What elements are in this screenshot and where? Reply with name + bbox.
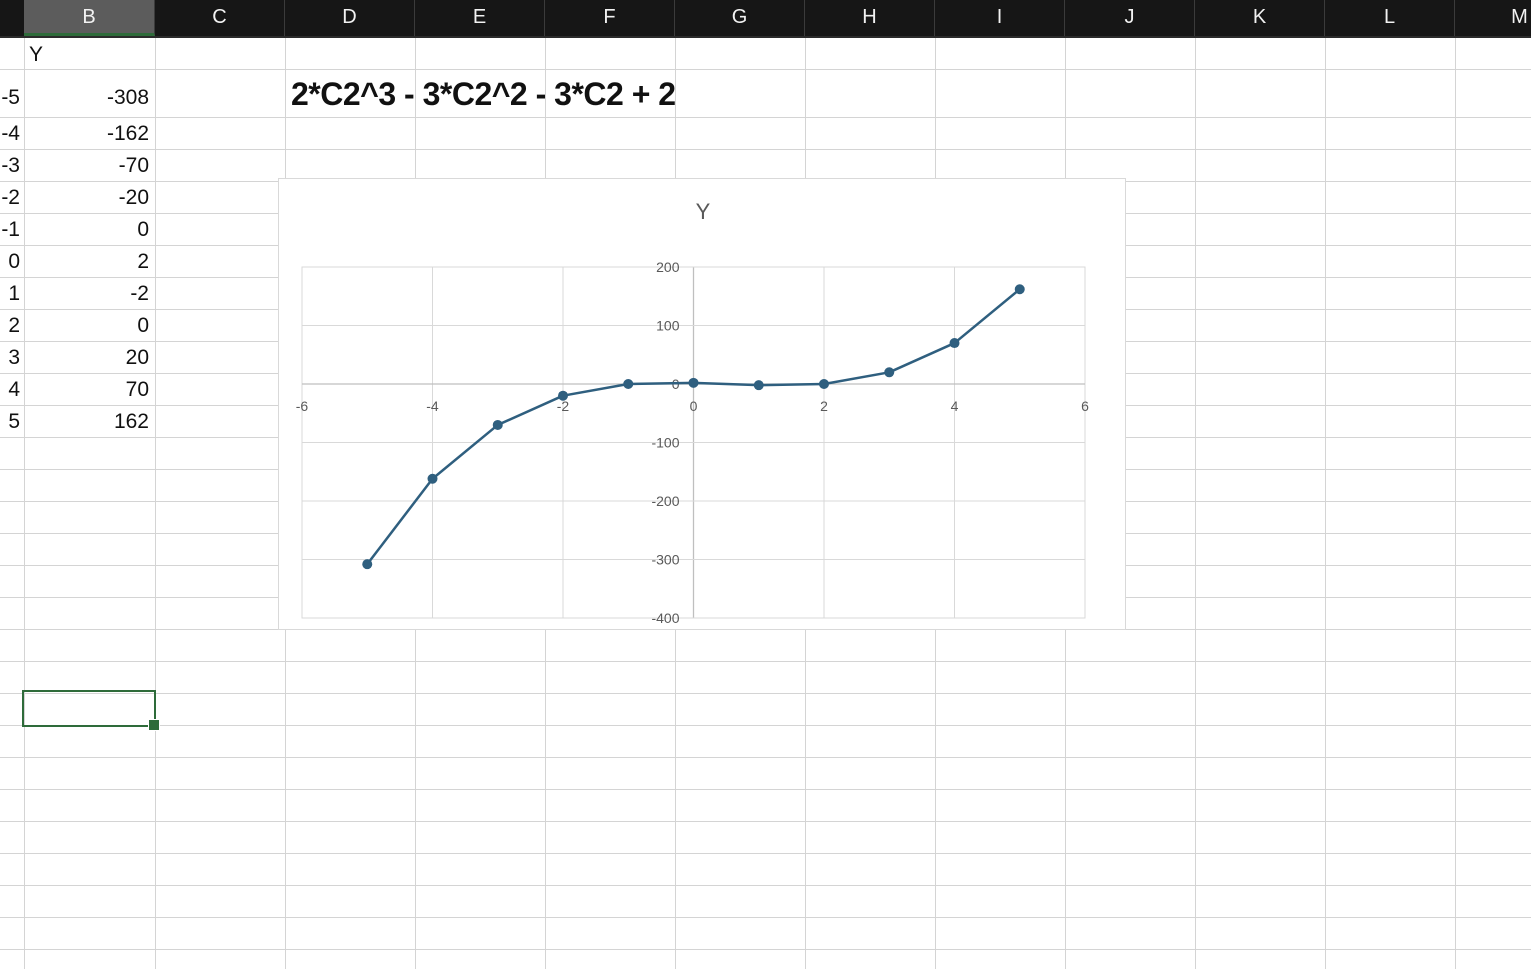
cell-a-x[interactable]: -4	[1, 122, 20, 145]
column-header-f[interactable]: F	[545, 0, 675, 36]
cell-b-y[interactable]: -162	[106, 122, 149, 145]
cell-a-x[interactable]: 2	[8, 314, 20, 337]
cell-b-y[interactable]: 162	[113, 410, 149, 433]
y-tick-label: -300	[651, 552, 679, 568]
y-tick-label: 100	[656, 318, 680, 334]
data-point-marker	[884, 367, 895, 378]
cell-b-y[interactable]: -70	[118, 154, 149, 177]
formula-text-cell[interactable]: 2*C2^3 - 3*C2^2 - 3*C2 + 2	[291, 76, 676, 112]
cell-b-y[interactable]: 70	[125, 378, 149, 401]
cell-b-y[interactable]: 2	[137, 250, 149, 273]
grid-row-line	[0, 949, 1531, 950]
column-header-j[interactable]: J	[1065, 0, 1195, 36]
grid-row-line	[0, 693, 1531, 694]
cell-a-x[interactable]: -2	[1, 186, 20, 209]
data-point-marker	[688, 377, 699, 388]
column-header-c[interactable]: C	[155, 0, 285, 36]
column-header-h[interactable]: H	[805, 0, 935, 36]
cell-b-y[interactable]: 0	[137, 218, 149, 241]
x-tick-label: -4	[426, 398, 439, 414]
column-header-l[interactable]: L	[1325, 0, 1455, 36]
column-header-d[interactable]: D	[285, 0, 415, 36]
cell-a-x[interactable]: 1	[8, 282, 20, 305]
cell-a-x[interactable]: 3	[8, 346, 20, 369]
y-tick-label: -100	[651, 435, 679, 451]
x-tick-label: -2	[557, 398, 570, 414]
cell-a-x[interactable]: -3	[1, 154, 20, 177]
data-point-marker	[427, 473, 438, 484]
grid-row-line	[0, 789, 1531, 790]
scatter-chart[interactable]: -6 -4 -2 0 2 4 6 200 100 0 -100 -200 -300 -400 Y	[278, 178, 1126, 630]
grid-row-line	[0, 917, 1531, 918]
fill-handle[interactable]	[148, 719, 160, 731]
column-header-g[interactable]: G	[675, 0, 805, 36]
data-point-marker	[819, 379, 829, 389]
cell-a-x[interactable]: 5	[8, 410, 20, 433]
column-header-m[interactable]: M	[1455, 0, 1531, 36]
cell-b-y[interactable]: 20	[125, 346, 149, 369]
grid-row-line	[0, 149, 1531, 150]
x-tick-label: 4	[951, 398, 959, 414]
x-tick-label: 0	[690, 398, 698, 414]
cell-a-x[interactable]: -1	[1, 218, 20, 241]
data-point-marker	[362, 559, 373, 570]
x-tick-label: 6	[1081, 398, 1089, 414]
grid-column-line	[155, 38, 156, 969]
data-point-marker	[492, 419, 503, 430]
cell-b-y[interactable]: 0	[137, 314, 149, 337]
grid-column-line	[1455, 38, 1456, 969]
grid-row-line	[0, 757, 1531, 758]
grid-row-line	[0, 821, 1531, 822]
data-point-marker	[623, 379, 634, 389]
grid-column-line	[1195, 38, 1196, 969]
y-tick-label: -200	[651, 493, 679, 509]
y-tick-label: 200	[656, 259, 680, 275]
column-header-k[interactable]: K	[1195, 0, 1325, 36]
cell-b-y[interactable]: -20	[118, 186, 149, 209]
column-header-bar: B C D E F G H I J K L M	[0, 0, 1531, 38]
data-point-marker	[949, 338, 960, 349]
x-tick-label: 2	[820, 398, 828, 414]
grid-column-line	[24, 38, 25, 969]
grid-row-line	[0, 725, 1531, 726]
y-tick-label: -400	[651, 610, 679, 626]
cell-b1-header[interactable]: Y	[29, 43, 44, 66]
grid-row-line	[0, 117, 1531, 118]
grid-column-line	[1325, 38, 1326, 969]
cell-b-y[interactable]: -2	[130, 282, 149, 305]
cell-a-x[interactable]: 4	[8, 378, 20, 401]
cell-b-y[interactable]: -308	[106, 86, 149, 109]
column-header-e[interactable]: E	[415, 0, 545, 36]
column-header-b[interactable]: B	[24, 0, 155, 36]
x-tick-label: -6	[296, 398, 309, 414]
grid-row-line	[0, 661, 1531, 662]
data-point-marker	[753, 380, 764, 391]
active-cell-selection[interactable]	[22, 690, 156, 727]
data-point-marker	[558, 390, 568, 401]
data-point-marker	[1014, 284, 1025, 295]
chart-title: Y	[696, 199, 711, 224]
grid-row-line	[0, 885, 1531, 886]
cell-a-x[interactable]: -5	[1, 86, 20, 109]
column-header-i[interactable]: I	[935, 0, 1065, 36]
grid-row-line	[0, 69, 1531, 70]
cell-a-x[interactable]: 0	[8, 250, 20, 273]
grid-row-line	[0, 853, 1531, 854]
